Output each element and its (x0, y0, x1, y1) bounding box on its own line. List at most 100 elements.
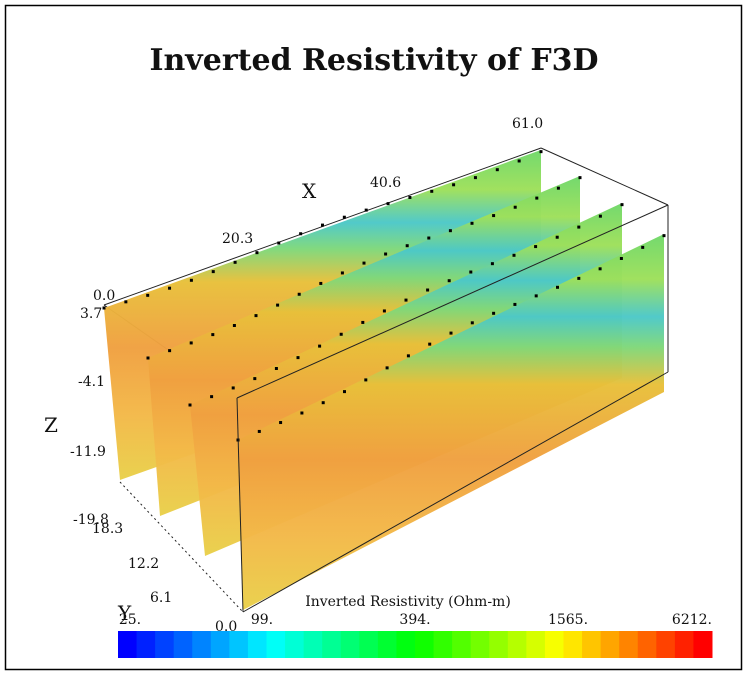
frame (4, 4, 743, 671)
electrode (386, 202, 390, 206)
electrode (555, 235, 559, 239)
electrode (321, 401, 325, 405)
electrode (447, 279, 451, 283)
y-axis-label: Y (117, 601, 132, 625)
electrode (534, 294, 538, 298)
y-tick-label: 0.0 (215, 619, 237, 635)
electrode (300, 411, 304, 415)
colorbar-swatch (470, 631, 490, 658)
electrode (469, 270, 473, 274)
electrode (253, 377, 257, 381)
electrode (430, 189, 434, 193)
electrode (473, 176, 477, 180)
colorbar-label: 6212. (672, 612, 712, 628)
z-tick-label: -11.9 (70, 444, 106, 460)
resistivity-slice (238, 234, 664, 610)
electrode (534, 245, 538, 249)
electrode (257, 429, 261, 433)
electrode (232, 323, 236, 327)
scene (102, 147, 669, 613)
electrode (189, 278, 193, 282)
box-edge (242, 371, 669, 613)
colorbar-swatch (377, 631, 397, 658)
electrode (513, 205, 517, 209)
z-tick-label: -4.1 (78, 374, 105, 390)
electrode (296, 356, 300, 360)
electrode (318, 344, 322, 348)
colorbar-swatch (396, 631, 416, 658)
electrode (495, 168, 499, 172)
electrode (452, 183, 456, 187)
electrode (620, 203, 624, 207)
electrode (189, 341, 193, 345)
electrode (492, 214, 496, 218)
electrode (619, 256, 623, 260)
electrode (339, 332, 343, 336)
x-tick-label: 0.0 (93, 288, 115, 304)
colorbar-swatch (155, 631, 175, 658)
colorbar-swatch (340, 631, 360, 658)
box-edge (540, 147, 669, 206)
electrode (211, 270, 215, 274)
colorbar-swatch (415, 631, 435, 658)
colorbar-swatch (674, 631, 694, 658)
electrode (406, 354, 410, 358)
electrode (102, 306, 106, 310)
electrode (210, 395, 214, 399)
electrode (405, 244, 409, 248)
electrode (168, 286, 172, 290)
colorbar-swatch (489, 631, 509, 658)
y-tick-label: 12.2 (128, 556, 159, 572)
electrode (404, 298, 408, 302)
electrode (408, 195, 412, 199)
electrode (382, 309, 386, 313)
electrode (448, 229, 452, 233)
electrode (427, 236, 431, 240)
colorbar-swatch (544, 631, 564, 658)
colorbar-label: 99. (251, 612, 273, 628)
electrode (124, 300, 128, 304)
electrode (449, 331, 453, 335)
electrode (276, 303, 280, 307)
electrode (539, 150, 543, 154)
electrode (598, 214, 602, 218)
electrode (385, 366, 389, 370)
x-axis-label: X (302, 179, 317, 203)
x-tick-label: 20.3 (222, 231, 253, 247)
electrode (343, 390, 346, 394)
z-tick-label: 3.7 (80, 306, 102, 322)
electrode (279, 421, 283, 425)
electrode (578, 176, 582, 180)
electrode (211, 333, 215, 337)
colorbar-label: 394. (399, 612, 430, 628)
x-tick-label: 61.0 (512, 116, 543, 132)
colorbar-swatch (563, 631, 583, 658)
electrode (146, 293, 150, 297)
colorbar-title: Inverted Resistivity (Ohm-m) (305, 594, 511, 610)
z-tick-label: -19.8 (73, 512, 109, 528)
colorbar-swatch (600, 631, 620, 658)
electrode (492, 311, 496, 315)
electrode (517, 159, 521, 163)
electrode (535, 196, 539, 200)
colorbar-swatch (192, 631, 212, 658)
colorbar-swatch (303, 631, 323, 658)
electrode (233, 260, 237, 264)
colorbar-swatch (229, 631, 249, 658)
electrode (384, 252, 388, 256)
colorbar-swatch (452, 631, 472, 658)
electrode (598, 267, 602, 271)
colorbar-swatch (136, 631, 156, 658)
y-tick-label: 18.3 (92, 521, 123, 537)
electrode (428, 342, 432, 346)
colorbar-swatch (266, 631, 286, 658)
electrode (146, 356, 150, 360)
electrode (188, 403, 192, 407)
electrode (277, 241, 281, 245)
electrode (321, 223, 324, 227)
colorbar-swatch (433, 631, 453, 658)
electrode (556, 186, 560, 190)
electrode (364, 208, 368, 212)
colorbar-swatch (118, 631, 138, 658)
